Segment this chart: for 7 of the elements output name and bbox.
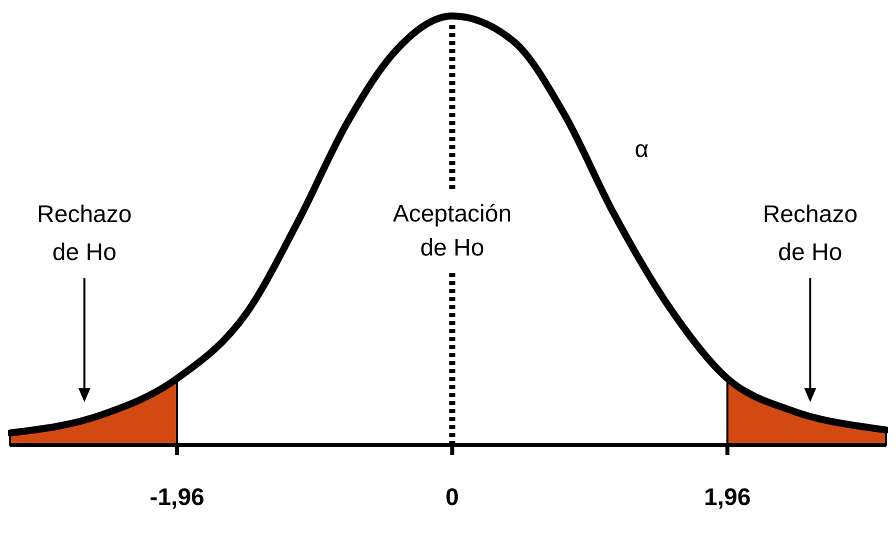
x-tick-label: 0 (446, 484, 459, 511)
annotation: α (634, 136, 649, 164)
x-tick-label: -1,96 (150, 484, 204, 511)
annotation: Aceptación de Ho (392, 200, 512, 262)
annotation: Rechazo de Ho (37, 201, 132, 266)
x-tick-label: 1,96 (704, 484, 751, 511)
annotation: Rechazo de Ho (762, 201, 858, 266)
